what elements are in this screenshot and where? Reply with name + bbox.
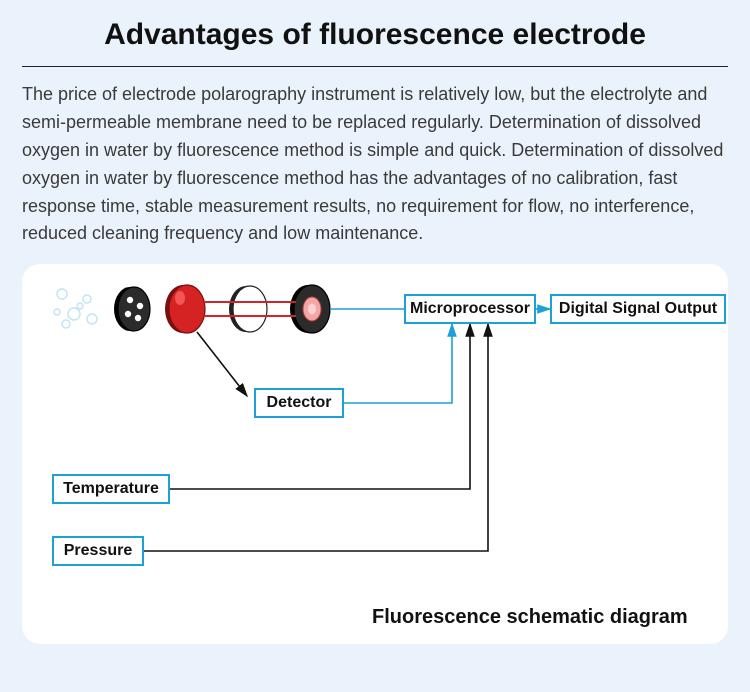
detector-box: Detector — [254, 388, 344, 418]
diagram-caption: Fluorescence schematic diagram — [372, 606, 688, 629]
temperature-box: Temperature — [52, 474, 170, 504]
digital-output-box: Digital Signal Output — [550, 294, 726, 324]
body-text: The price of electrode polarography inst… — [22, 81, 728, 248]
page-title: Advantages of fluorescence electrode — [22, 18, 728, 67]
diagram-panel: Microprocessor Digital Signal Output Det… — [22, 264, 728, 644]
microprocessor-box: Microprocessor — [404, 294, 536, 324]
pressure-box: Pressure — [52, 536, 144, 566]
